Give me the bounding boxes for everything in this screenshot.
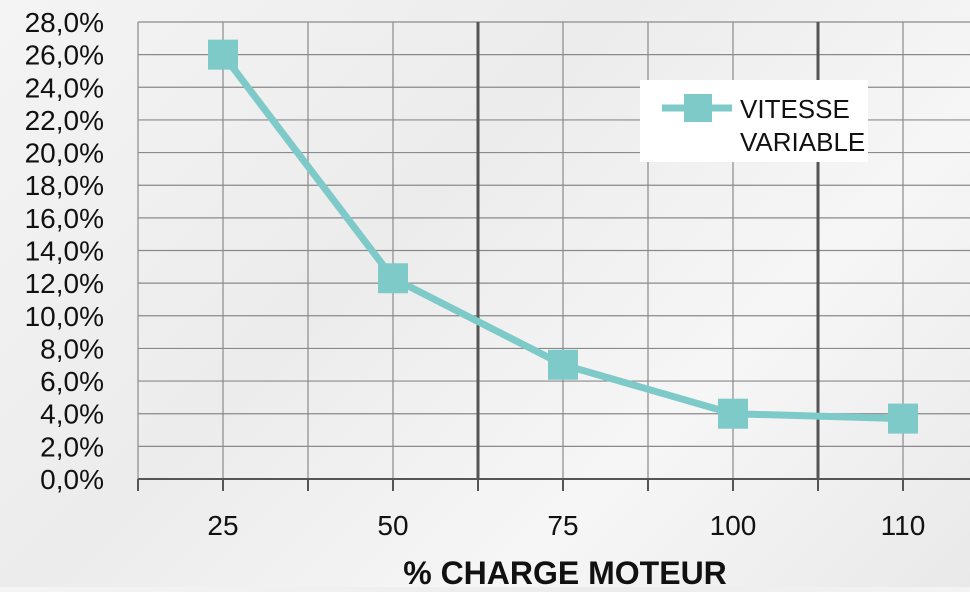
y-tick-label: 26,0% <box>25 40 104 71</box>
data-point-marker <box>718 398 748 429</box>
y-tick-label: 8,0% <box>40 333 104 364</box>
x-tick-label: 75 <box>547 510 578 541</box>
x-tick-label: 50 <box>377 510 408 541</box>
y-tick-label: 20,0% <box>25 138 104 169</box>
data-point-marker <box>378 263 408 294</box>
y-tick-label: 24,0% <box>25 72 104 103</box>
legend-label: VITESSE <box>740 94 850 124</box>
x-tick-label: 110 <box>881 510 926 541</box>
data-point-marker <box>888 403 918 434</box>
x-tick-label: 25 <box>207 510 238 541</box>
legend-label: VARIABLE <box>740 127 865 157</box>
y-tick-label: 22,0% <box>25 105 104 136</box>
y-tick-label: 28,0% <box>25 7 104 38</box>
y-tick-label: 6,0% <box>40 366 104 397</box>
data-point-marker <box>208 39 238 70</box>
y-tick-label: 10,0% <box>25 301 104 332</box>
y-tick-label: 0,0% <box>40 464 104 495</box>
y-tick-label: 12,0% <box>25 268 104 299</box>
y-tick-label: 18,0% <box>25 170 104 201</box>
y-tick-label: 2,0% <box>40 431 104 462</box>
series <box>208 39 918 434</box>
y-tick-label: 16,0% <box>25 203 104 234</box>
y-tick-label: 14,0% <box>25 236 104 267</box>
y-tick-label: 4,0% <box>40 399 104 430</box>
legend-marker <box>684 94 712 122</box>
axes: 0,0%2,0%4,0%6,0%8,0%10,0%12,0%14,0%16,0%… <box>25 7 970 541</box>
data-point-marker <box>548 349 578 380</box>
legend-box <box>640 80 868 162</box>
x-axis-title: % CHARGE MOTEUR <box>403 555 727 587</box>
x-tick-label: 100 <box>710 510 757 541</box>
